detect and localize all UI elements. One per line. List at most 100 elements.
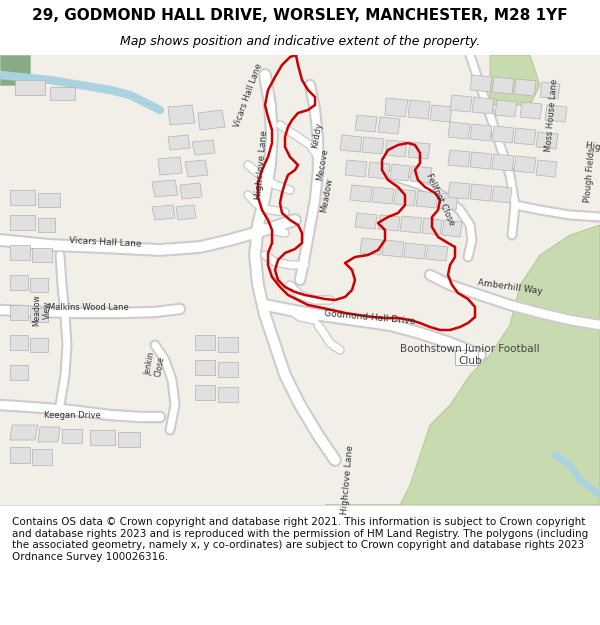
Polygon shape <box>218 337 238 352</box>
Polygon shape <box>492 77 514 94</box>
Polygon shape <box>32 248 52 262</box>
Polygon shape <box>38 427 60 442</box>
Polygon shape <box>514 128 536 145</box>
Polygon shape <box>38 193 60 207</box>
Polygon shape <box>410 166 432 183</box>
Polygon shape <box>545 105 567 122</box>
Polygon shape <box>0 55 600 505</box>
Polygon shape <box>10 365 28 380</box>
Polygon shape <box>195 360 215 375</box>
Text: Meadow
View: Meadow View <box>32 294 52 326</box>
Polygon shape <box>385 140 407 157</box>
Text: Fellfoot Close: Fellfoot Close <box>424 173 456 228</box>
Polygon shape <box>118 432 140 447</box>
Polygon shape <box>492 186 512 203</box>
Polygon shape <box>90 430 115 445</box>
Polygon shape <box>158 157 182 175</box>
Polygon shape <box>355 213 377 229</box>
Polygon shape <box>450 95 472 112</box>
Polygon shape <box>495 100 517 117</box>
Polygon shape <box>514 79 536 96</box>
Polygon shape <box>325 225 600 505</box>
Polygon shape <box>168 105 195 125</box>
Text: Godmond Hall Drive: Godmond Hall Drive <box>324 309 416 326</box>
Polygon shape <box>400 216 422 233</box>
Polygon shape <box>198 110 225 130</box>
Polygon shape <box>10 190 35 205</box>
Polygon shape <box>390 164 410 181</box>
Text: Keegan Drive: Keegan Drive <box>44 411 100 419</box>
Polygon shape <box>404 243 426 259</box>
Polygon shape <box>470 124 492 141</box>
Polygon shape <box>408 100 430 119</box>
Polygon shape <box>185 160 208 177</box>
Polygon shape <box>426 245 448 261</box>
Polygon shape <box>195 335 215 350</box>
Text: Boothstown Junior Football
Club: Boothstown Junior Football Club <box>400 344 540 366</box>
Polygon shape <box>10 215 35 230</box>
Polygon shape <box>38 218 55 232</box>
Polygon shape <box>192 140 215 155</box>
Polygon shape <box>355 115 377 132</box>
Polygon shape <box>422 218 442 235</box>
Polygon shape <box>340 135 362 152</box>
Text: Amberhill Way: Amberhill Way <box>477 278 543 296</box>
Polygon shape <box>492 154 514 171</box>
Polygon shape <box>514 156 536 173</box>
Text: Plough Fields: Plough Fields <box>583 147 597 203</box>
Polygon shape <box>368 162 390 179</box>
Polygon shape <box>394 189 416 206</box>
Polygon shape <box>152 180 178 197</box>
Polygon shape <box>472 97 494 114</box>
Polygon shape <box>10 335 28 350</box>
Polygon shape <box>10 425 38 440</box>
Polygon shape <box>378 117 400 134</box>
Text: Moss House Lane: Moss House Lane <box>544 78 560 152</box>
Polygon shape <box>536 160 557 177</box>
Polygon shape <box>416 191 438 208</box>
Polygon shape <box>350 185 372 202</box>
Polygon shape <box>152 205 175 220</box>
Text: Mecove: Mecove <box>315 148 329 182</box>
Text: Vicars Hall Lane: Vicars Hall Lane <box>68 236 142 248</box>
Polygon shape <box>372 187 394 204</box>
Polygon shape <box>382 240 404 257</box>
Polygon shape <box>448 182 470 199</box>
Polygon shape <box>536 132 558 149</box>
Text: Malkins Wood Lane: Malkins Wood Lane <box>47 304 128 312</box>
Polygon shape <box>470 75 492 92</box>
Text: Highclove Lane: Highclove Lane <box>340 445 356 515</box>
Text: Vicars Hall Lane: Vicars Hall Lane <box>232 62 264 128</box>
Polygon shape <box>385 98 408 117</box>
Polygon shape <box>50 87 75 100</box>
Polygon shape <box>470 152 492 169</box>
Polygon shape <box>362 137 384 154</box>
Polygon shape <box>448 122 470 139</box>
Polygon shape <box>492 126 514 143</box>
Polygon shape <box>180 183 202 199</box>
Polygon shape <box>448 150 470 167</box>
Polygon shape <box>195 385 215 400</box>
Polygon shape <box>30 338 48 352</box>
Polygon shape <box>32 449 52 465</box>
Text: Map shows position and indicative extent of the property.: Map shows position and indicative extent… <box>120 35 480 48</box>
Polygon shape <box>15 80 45 95</box>
Polygon shape <box>408 142 430 159</box>
Text: Highclove Lane: Highclove Lane <box>585 141 600 159</box>
Text: 29, GODMOND HALL DRIVE, WORSLEY, MANCHESTER, M28 1YF: 29, GODMOND HALL DRIVE, WORSLEY, MANCHES… <box>32 8 568 23</box>
Polygon shape <box>30 278 48 292</box>
Polygon shape <box>378 215 400 231</box>
Polygon shape <box>470 184 492 201</box>
Polygon shape <box>520 102 542 119</box>
Polygon shape <box>0 55 30 85</box>
Polygon shape <box>10 245 30 260</box>
Polygon shape <box>10 447 30 463</box>
Polygon shape <box>438 193 458 210</box>
Polygon shape <box>176 205 196 220</box>
Polygon shape <box>10 275 28 290</box>
Polygon shape <box>360 238 382 255</box>
Text: Keddy: Keddy <box>310 121 323 149</box>
Polygon shape <box>62 429 82 443</box>
Polygon shape <box>490 55 540 105</box>
Polygon shape <box>442 220 462 237</box>
